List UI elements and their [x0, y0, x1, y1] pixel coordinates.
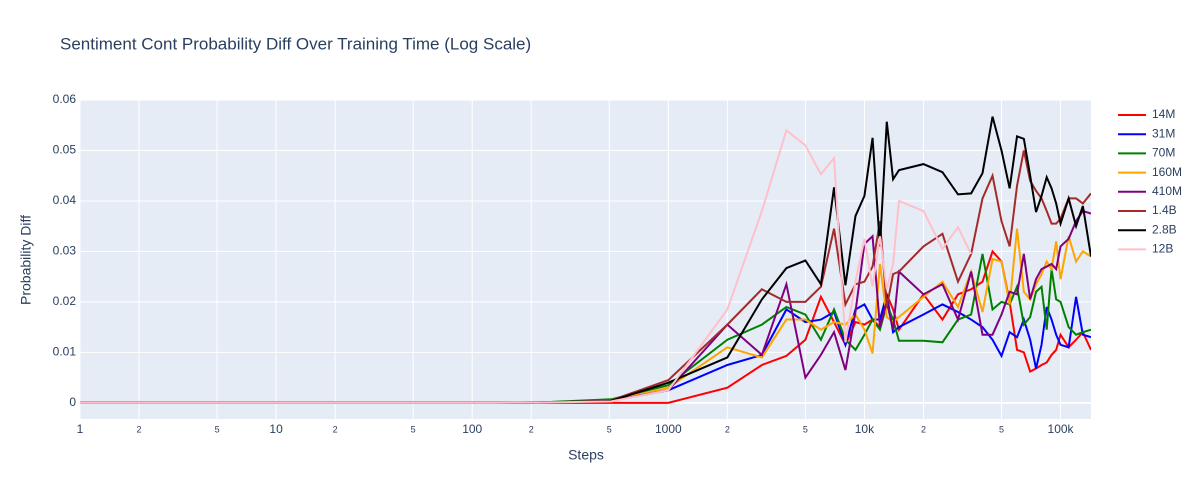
x-tick-label: 1000	[655, 422, 682, 436]
x-tick-label: 10k	[855, 422, 875, 436]
x-tick-label: 100	[462, 422, 482, 436]
x-tick-label: 5	[999, 424, 1004, 434]
y-tick-label: 0.04	[53, 193, 77, 207]
legend-label: 14M	[1152, 107, 1175, 121]
chart-title: Sentiment Cont Probability Diff Over Tra…	[60, 34, 531, 53]
y-tick-label: 0	[69, 395, 76, 409]
legend-label: 12B	[1152, 242, 1173, 256]
x-tick-label: 5	[411, 424, 416, 434]
x-axis-title: Steps	[568, 447, 604, 463]
x-tick-label: 2	[921, 424, 926, 434]
x-tick-label: 2	[529, 424, 534, 434]
legend-label: 160M	[1152, 165, 1182, 179]
x-tick-label: 10	[269, 422, 283, 436]
y-tick-label: 0.05	[53, 143, 77, 157]
y-tick-label: 0.01	[53, 345, 77, 359]
x-tick-label: 100k	[1048, 422, 1075, 436]
y-tick-label: 0.02	[53, 294, 77, 308]
legend-label: 70M	[1152, 146, 1175, 160]
y-axis-title: Probability Diff	[18, 215, 34, 305]
legend-label: 2.8B	[1152, 222, 1177, 236]
x-tick-label: 5	[607, 424, 612, 434]
x-tick-label: 2	[137, 424, 142, 434]
grid	[79, 99, 1091, 419]
legend-label: 1.4B	[1152, 203, 1177, 217]
x-tick-label: 1	[77, 422, 84, 436]
y-tick-label: 0.03	[53, 244, 77, 258]
x-tick-label: 2	[725, 424, 730, 434]
x-tick-label: 2	[333, 424, 338, 434]
legend-label: 31M	[1152, 126, 1175, 140]
x-tick-label: 5	[215, 424, 220, 434]
x-tick-label: 5	[803, 424, 808, 434]
plot-area	[80, 100, 1091, 419]
line	[80, 128, 973, 404]
y-tick-label: 0.06	[53, 92, 77, 106]
legend-label: 410M	[1152, 184, 1182, 198]
